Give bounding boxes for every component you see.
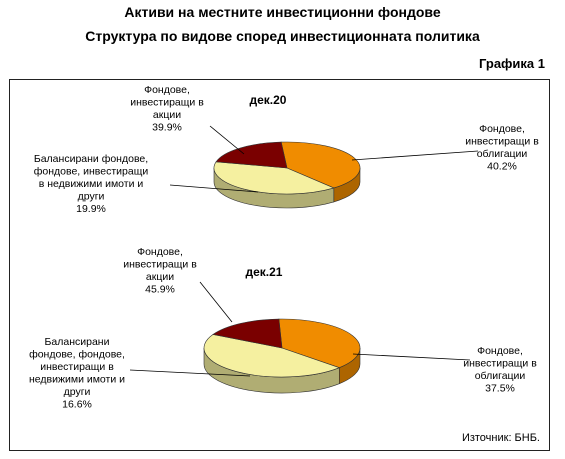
figure-label: Графика 1	[479, 56, 545, 71]
data-label-bonds: Фондове, инвестиращи в облигации 37.5%	[463, 345, 537, 395]
pie-title: дек.20	[250, 93, 287, 107]
pie-slice-equity	[213, 161, 335, 195]
pie-slice-bonds	[280, 141, 361, 189]
data-label-bonds: Фондове, инвестиращи в облигации 40.2%	[465, 123, 539, 173]
source-note: Източник: БНБ.	[462, 432, 540, 444]
data-label-balanced: Балансирани фондове, фондове, инвестиращи…	[34, 153, 149, 215]
pie-slice-bonds	[278, 318, 361, 368]
leader-line-bonds	[352, 353, 471, 361]
pie-2: дек.21 Фондове, инвестиращи в облигации 37.5…	[29, 246, 537, 411]
data-label-equity: Фондове, инвестиращи в акции 39.9%	[130, 84, 204, 134]
pie-slice-balanced	[212, 318, 283, 349]
leader-line-balanced	[129, 369, 251, 377]
leader-line-bonds	[351, 150, 479, 161]
leader-line-equity	[199, 281, 233, 323]
pie-slice-equity	[203, 334, 341, 378]
data-label-balanced: Балансирани фондове, фондове, инвестиращи …	[29, 336, 125, 411]
chart-title: Активи на местните инвестиционни фондове	[124, 4, 441, 20]
data-label-equity: Фондове, инвестиращи в акции 45.9%	[123, 246, 197, 296]
pie-title: дек.21	[246, 265, 283, 279]
leader-line-balanced	[169, 184, 259, 193]
leader-line-equity	[209, 125, 245, 155]
chart-subtitle: Структура по видове според инвестиционна…	[85, 28, 480, 44]
pie-1: дек.20 Фондове, инвестиращи в облигации 40.2…	[34, 84, 539, 215]
pie-slice-balanced	[215, 141, 288, 169]
